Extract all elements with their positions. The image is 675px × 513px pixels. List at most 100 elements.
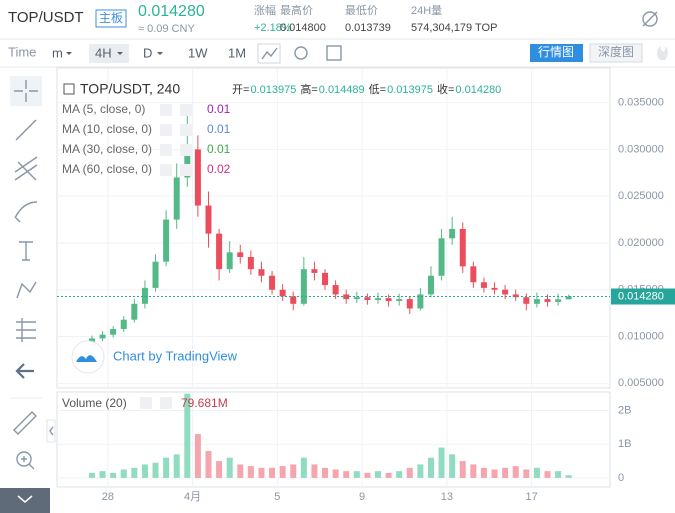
candle-body xyxy=(385,298,392,301)
volume-bar xyxy=(332,469,339,478)
x-tick-label: 9 xyxy=(359,491,365,503)
stat-label: 24H量 xyxy=(411,4,442,17)
time-label[interactable]: Time xyxy=(8,44,36,59)
ma-settings[interactable] xyxy=(160,164,172,176)
volume-bar xyxy=(406,467,413,478)
candle-body xyxy=(216,233,223,270)
volume-bar xyxy=(322,467,329,478)
view-button[interactable] xyxy=(589,43,643,63)
chart-type-button[interactable] xyxy=(257,43,281,64)
cny: ≈ 0.09 CNY xyxy=(138,23,195,35)
candle-body xyxy=(120,319,127,330)
collapse-icon[interactable] xyxy=(63,83,75,95)
volume-bar xyxy=(258,467,265,478)
volume-bar xyxy=(300,457,307,478)
volume-close[interactable] xyxy=(160,397,172,409)
tool-measure[interactable] xyxy=(16,318,36,342)
volume-bar xyxy=(163,457,170,478)
stat-value: 0.014800 xyxy=(280,22,326,34)
ohlc-value: 0.014280 xyxy=(455,84,501,96)
tool-fib[interactable] xyxy=(14,156,38,181)
x-tick-label: 4月 xyxy=(184,491,201,503)
ohlc-label: 高= xyxy=(300,82,317,96)
candle-body xyxy=(163,219,170,262)
ma-close[interactable] xyxy=(180,124,192,136)
tool-ruler[interactable] xyxy=(13,411,37,435)
candle-body xyxy=(449,228,456,239)
view-kline[interactable]: 行情图 xyxy=(538,45,574,59)
tool-brush[interactable] xyxy=(14,201,38,223)
candle-body xyxy=(290,296,297,304)
stat-value: +2.18% xyxy=(254,22,292,34)
tool-toggle[interactable] xyxy=(0,488,50,513)
candle-body xyxy=(194,149,201,206)
fullscreen-icon[interactable] xyxy=(326,45,342,61)
candle-body xyxy=(152,261,159,288)
price: 0.014280 xyxy=(138,3,205,20)
tool-pattern[interactable] xyxy=(16,281,37,299)
view-depth[interactable]: 深度图 xyxy=(598,44,634,59)
volume-bar xyxy=(364,472,371,478)
candle-body xyxy=(459,228,466,267)
ma-close[interactable] xyxy=(180,144,192,156)
volume-bar xyxy=(438,447,445,478)
tool-zoom[interactable] xyxy=(16,451,32,467)
ma-settings[interactable] xyxy=(160,144,172,156)
interval[interactable]: 4H xyxy=(95,45,112,60)
interval-active[interactable] xyxy=(89,44,129,63)
candle-body xyxy=(322,272,329,286)
candle-body xyxy=(269,275,276,290)
volume-bar xyxy=(184,393,191,478)
candle-body xyxy=(523,297,530,304)
candle-body xyxy=(565,296,572,300)
view-active[interactable] xyxy=(530,44,583,62)
volume-bar xyxy=(194,434,201,478)
volume-tick-label: 2B xyxy=(618,404,631,416)
volume-bar xyxy=(544,471,551,478)
candle-body xyxy=(480,282,487,288)
interval[interactable]: 1W xyxy=(188,45,208,60)
volume-value: 79.681M xyxy=(181,396,228,410)
candle-body xyxy=(110,329,117,335)
stat-value: 574,304,179 TOP xyxy=(411,22,497,34)
volume-bar xyxy=(141,464,148,478)
ma-settings[interactable] xyxy=(160,124,172,136)
candle-body xyxy=(258,269,265,276)
candle-body xyxy=(300,269,307,304)
panel-tab-icon xyxy=(49,426,54,436)
ma-close[interactable] xyxy=(180,104,192,116)
ma-close[interactable] xyxy=(180,164,192,176)
volume-bar xyxy=(491,469,498,478)
tool-text[interactable] xyxy=(19,241,33,261)
theme-icon[interactable] xyxy=(642,11,658,27)
y-tick-label: 0.020000 xyxy=(618,237,664,249)
tool-line[interactable] xyxy=(15,119,37,141)
volume-bar xyxy=(565,475,572,478)
y-tick-label: 0.025000 xyxy=(618,190,664,202)
ma-name: MA (30, close, 0) xyxy=(62,142,152,156)
candle-body xyxy=(406,299,413,309)
candle-body xyxy=(417,294,424,309)
candle-body xyxy=(491,287,498,290)
interval[interactable]: D xyxy=(143,45,152,60)
ma-settings[interactable] xyxy=(160,104,172,116)
volume-pane xyxy=(56,391,611,488)
volume-bar xyxy=(99,471,106,478)
panel-tab[interactable] xyxy=(46,419,56,443)
last-price-box xyxy=(611,288,675,305)
settings-icon[interactable] xyxy=(294,46,308,60)
last-price-label: 0.014280 xyxy=(618,290,664,302)
tool-back[interactable] xyxy=(15,363,34,379)
volume-settings[interactable] xyxy=(140,397,152,409)
watermark[interactable]: Chart by TradingView xyxy=(113,348,238,363)
volume-bar xyxy=(459,461,466,478)
interval[interactable]: 1M xyxy=(228,45,246,60)
volume-bar xyxy=(226,457,233,478)
y-tick-label: 0.030000 xyxy=(618,143,664,155)
volume-bar xyxy=(480,467,487,478)
volume-bar xyxy=(152,462,159,478)
x-tick-label: 17 xyxy=(525,491,537,503)
dropdown-arrow xyxy=(157,52,163,55)
interval[interactable]: m xyxy=(52,45,63,60)
